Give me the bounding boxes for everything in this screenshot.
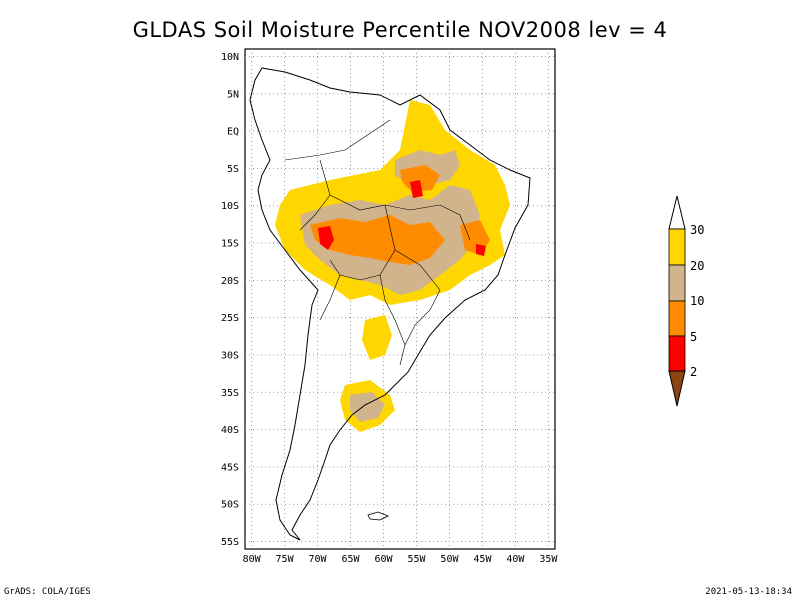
legend-label: 5 (690, 330, 697, 344)
x-tick-label: 65W (342, 554, 361, 565)
y-tick-label: 30S (221, 350, 239, 361)
y-tick-label: 55S (221, 537, 239, 548)
south-america-coastline (249, 67, 531, 541)
shade-2-5-a (318, 226, 334, 250)
legend-colorbar: 30 20 10 5 2 (668, 195, 704, 407)
footer-timestamp: 2021-05-13-18:34 (705, 587, 792, 597)
shade-5-10-core (310, 215, 445, 265)
x-tick-label: 35W (539, 554, 558, 565)
legend-above-30 (668, 195, 686, 230)
x-tick-label: 60W (374, 554, 393, 565)
shade-20-30-mid (362, 315, 392, 360)
y-tick-label: 10N (221, 52, 239, 63)
shade-2-5-c (476, 244, 486, 256)
falkland-islands (367, 511, 389, 521)
legend-below-2 (668, 370, 686, 407)
x-tick-label: 50W (440, 554, 459, 565)
legend-5-10 (668, 300, 686, 337)
x-tick-label: 55W (407, 554, 426, 565)
x-tick-label: 45W (473, 554, 492, 565)
y-tick-label: 25S (221, 313, 239, 324)
y-tick-label: 50S (221, 500, 239, 511)
legend-label: 30 (690, 223, 704, 237)
map-title: GLDAS Soil Moisture Percentile NOV2008 l… (132, 18, 668, 42)
legend-20-30 (668, 228, 686, 266)
x-tick-label: 80W (243, 554, 262, 565)
y-tick-label: 5S (227, 164, 239, 175)
x-tick-label: 75W (276, 554, 295, 565)
legend-label: 10 (690, 294, 704, 308)
shade-2-5-b (410, 180, 423, 198)
legend-10-20 (668, 264, 686, 302)
x-tick-label: 40W (506, 554, 525, 565)
y-tick-label: 10S (221, 201, 239, 212)
shade-5-10-north (400, 165, 440, 192)
y-tick-label: 40S (221, 425, 239, 436)
y-tick-label: 35S (221, 388, 239, 399)
legend-label: 20 (690, 259, 704, 273)
legend-label: 2 (690, 365, 697, 379)
soil-moisture-shading (275, 100, 510, 432)
x-tick-label: 70W (309, 554, 328, 565)
footer-credit: GrADS: COLA/IGES (4, 587, 91, 597)
y-tick-label: EQ (227, 127, 239, 138)
legend-2-5 (668, 335, 686, 372)
axis-ticks: 80W 75W 70W 65W 60W 55W 50W 45W 40W 35W 10N 5N EQ 5S 1… (221, 52, 558, 565)
country-borders (284, 119, 471, 366)
y-tick-label: 45S (221, 462, 239, 473)
y-tick-label: 5N (227, 89, 239, 100)
y-tick-label: 15S (221, 239, 239, 250)
y-tick-label: 20S (221, 276, 239, 287)
